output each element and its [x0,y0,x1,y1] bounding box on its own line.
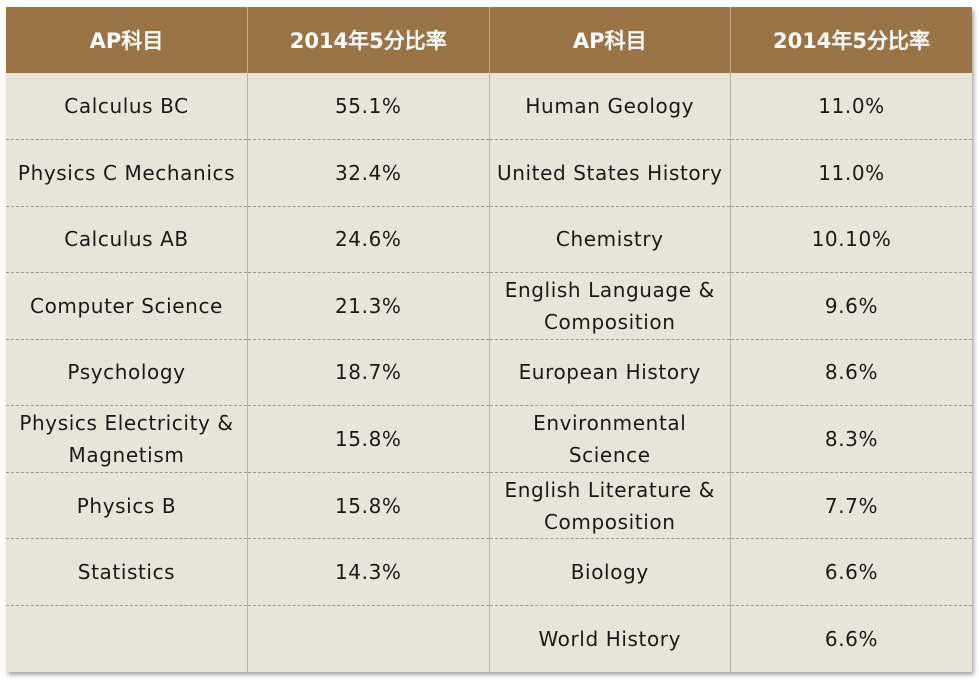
rate-cell: 24.6% [247,205,490,273]
rate-cell: 9.6% [730,272,972,340]
rate-cell: 8.3% [730,405,972,473]
table-row: Physics B 15.8% English Literature & Com… [6,471,972,539]
table-row: Physics Electricity & Magnetism 15.8% En… [6,405,972,473]
subject-cell: Physics B [6,471,248,539]
subject-cell: World History [489,604,731,672]
header-subject-left: AP科目 [6,7,248,73]
table-row: Calculus BC 55.1% Human Geology 11.0% [6,73,972,140]
rate-cell: 55.1% [247,73,490,140]
header-subject-right: AP科目 [489,7,731,73]
rate-cell: 7.7% [730,471,972,539]
rate-cell: 6.6% [730,604,972,672]
header-rate-right: 2014年5分比率 [730,7,972,73]
rate-cell: 8.6% [730,338,972,406]
subject-cell: Calculus AB [6,205,248,273]
rate-cell: 21.3% [247,272,490,340]
ap-score-table-container: AP科目 2014年5分比率 AP科目 2014年5分比率 Calculus B… [6,7,972,672]
empty-cell [6,604,248,672]
subject-cell: Environmental Science [489,405,731,473]
table-row: Computer Science 21.3% English Language … [6,272,972,340]
subject-cell: Physics Electricity & Magnetism [6,405,248,473]
empty-cell [247,604,490,672]
table-row: Psychology 18.7% European History 8.6% [6,338,972,406]
subject-cell: Statistics [6,538,248,606]
table-row: Statistics 14.3% Biology 6.6% [6,538,972,606]
table-header-row: AP科目 2014年5分比率 AP科目 2014年5分比率 [6,7,972,73]
subject-cell: English Literature & Composition [489,471,731,539]
subject-cell: Computer Science [6,272,248,340]
rate-cell: 10.10% [730,205,972,273]
subject-cell: Calculus BC [6,73,248,140]
subject-cell: European History [489,338,731,406]
table-row: World History 6.6% [6,604,972,672]
rate-cell: 18.7% [247,338,490,406]
rate-cell: 11.0% [818,94,885,119]
rate-cell: 11.0% [730,139,972,207]
rate-cell: 14.3% [247,538,490,606]
subject-cell: United States History [489,139,731,207]
header-rate-left: 2014年5分比率 [247,7,490,73]
rate-cell: 6.6% [730,538,972,606]
ap-score-table: AP科目 2014年5分比率 AP科目 2014年5分比率 Calculus B… [6,7,972,672]
subject-cell: English Language & Composition [489,272,731,340]
subject-cell: Psychology [6,338,248,406]
rate-cell: 32.4% [247,139,490,207]
rate-cell: 15.8% [247,405,490,473]
subject-cell: Human Geology [489,73,731,140]
subject-cell: Physics C Mechanics [6,139,248,207]
table-row: Calculus AB 24.6% Chemistry 10.10% [6,205,972,273]
subject-cell: Chemistry [489,205,731,273]
rate-cell: 15.8% [247,471,490,539]
table-row: Physics C Mechanics 32.4% United States … [6,139,972,207]
subject-cell: Biology [489,538,731,606]
